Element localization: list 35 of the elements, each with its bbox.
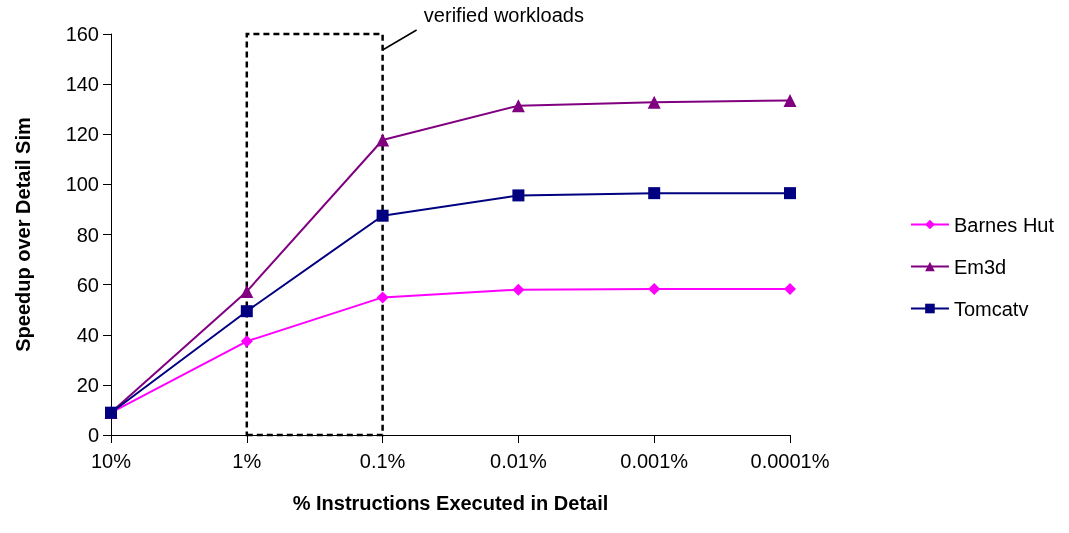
y-tick-label: 100 <box>65 173 99 196</box>
x-tick-label: 0.1% <box>359 450 406 472</box>
point <box>512 189 525 202</box>
point <box>783 93 797 107</box>
x-tick-label: 10% <box>90 450 132 472</box>
y-tick-label: 80 <box>76 223 99 246</box>
y-tick-label: 60 <box>76 273 99 296</box>
y-tick-label: 40 <box>76 323 99 346</box>
x-tick-label: 0.001% <box>620 450 689 472</box>
y-axis-title: Speedup over Detail Sim <box>12 117 34 352</box>
point <box>240 305 253 318</box>
point <box>376 291 389 304</box>
point <box>376 133 390 147</box>
point <box>784 282 796 295</box>
point <box>647 95 661 109</box>
y-tick-label: 120 <box>65 123 99 146</box>
y-tick-label: 140 <box>65 73 99 96</box>
legend-label: Em3d <box>953 255 1007 278</box>
y-tick-label: 0 <box>87 424 99 446</box>
point <box>376 209 389 222</box>
point <box>648 187 661 200</box>
point <box>512 283 525 296</box>
point <box>240 284 254 298</box>
point <box>240 335 253 348</box>
x-axis-title: % Instructions Executed in Detail <box>292 492 609 514</box>
point <box>511 99 525 113</box>
legend-label: Barnes Hut <box>953 213 1055 236</box>
x-tick-label: 0.0001% <box>750 450 830 472</box>
point <box>784 187 796 200</box>
band-label: verified workloads <box>423 3 584 26</box>
y-tick-label: 20 <box>76 373 99 396</box>
x-tick-label: 0.01% <box>490 450 547 472</box>
x-tick-label: 1% <box>232 450 262 472</box>
legend-label: Tomcatv <box>953 297 1029 320</box>
y-tick-label: 160 <box>65 23 99 45</box>
